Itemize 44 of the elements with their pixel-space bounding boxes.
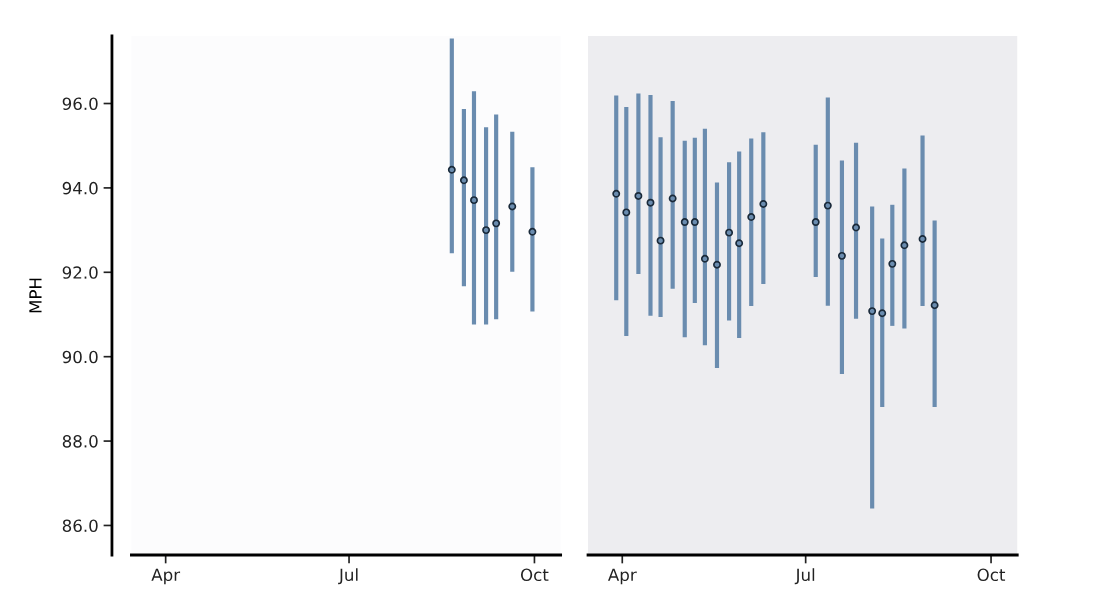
x-tick-label: Apr <box>607 568 637 585</box>
point <box>852 223 860 232</box>
point <box>837 251 846 260</box>
point <box>725 228 734 237</box>
y-tick-label: 88.0 <box>62 435 98 448</box>
point <box>888 259 897 268</box>
point <box>878 309 887 318</box>
point <box>459 176 468 185</box>
point <box>930 301 939 310</box>
x-tick-label: Apr <box>151 568 181 585</box>
point <box>680 218 689 227</box>
point <box>470 196 478 205</box>
point <box>508 202 517 211</box>
point <box>612 189 621 198</box>
y-tick-label: 94.0 <box>62 181 98 195</box>
point <box>713 260 721 269</box>
y-tick-label: 90.0 <box>62 350 98 364</box>
point <box>447 165 456 174</box>
point <box>735 239 744 248</box>
point <box>492 219 501 228</box>
y-tick-label: 96.0 <box>62 97 98 111</box>
point <box>668 194 677 203</box>
point <box>690 218 699 227</box>
point <box>700 254 709 263</box>
point <box>656 236 665 245</box>
y-tick-label: 92.0 <box>62 266 98 279</box>
point <box>646 198 655 207</box>
y-axis-title: MPH <box>29 278 42 313</box>
point <box>918 234 927 243</box>
point <box>868 307 877 316</box>
x-tick-label: Jul <box>338 568 358 585</box>
point <box>811 218 820 227</box>
point <box>823 201 832 210</box>
x-tick-label: Jul <box>794 568 815 585</box>
point <box>759 199 768 208</box>
point <box>622 208 631 217</box>
point <box>634 191 643 200</box>
point <box>482 226 491 235</box>
x-tick-label: Oct <box>977 568 1006 582</box>
point <box>747 213 756 221</box>
point <box>528 227 537 236</box>
point <box>900 241 909 250</box>
x-tick-label: Oct <box>520 568 549 582</box>
y-tick-label: 86.0 <box>62 519 98 533</box>
